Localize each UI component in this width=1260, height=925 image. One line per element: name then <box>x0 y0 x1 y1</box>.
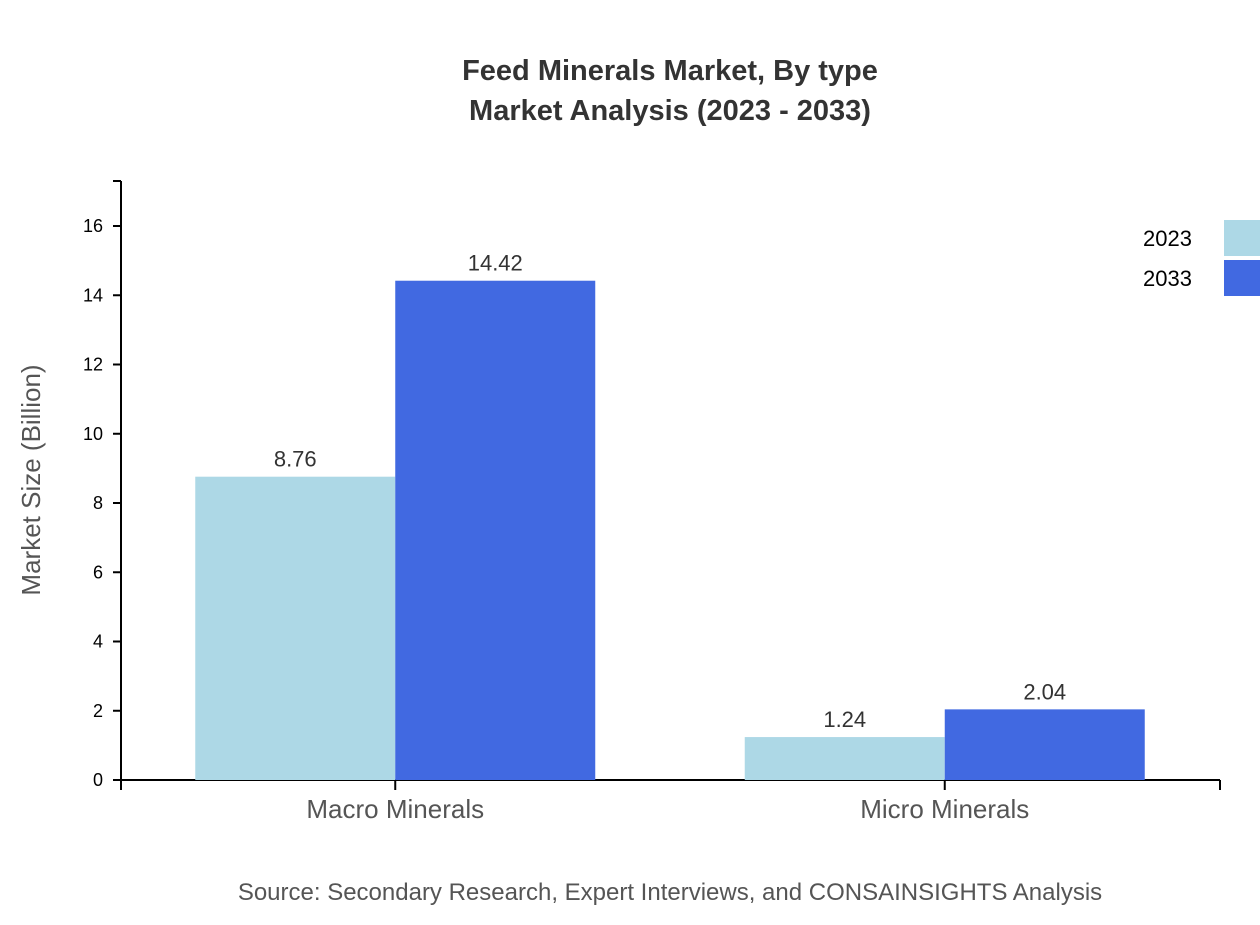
data-label: 2.04 <box>1023 679 1066 704</box>
x-tick-label: Macro Minerals <box>306 794 484 824</box>
y-tick-label: 6 <box>93 562 103 582</box>
bar-2033 <box>944 709 1145 780</box>
y-axis-label: Market Size (Billion) <box>16 364 46 595</box>
data-label: 1.24 <box>823 707 866 732</box>
y-tick-label: 2 <box>93 701 103 721</box>
y-tick-label: 16 <box>83 216 103 236</box>
legend-label: 2023 <box>1143 226 1192 251</box>
bar-2023 <box>195 476 396 780</box>
y-tick-label: 10 <box>83 424 103 444</box>
legend: 2023 2033 <box>1143 220 1260 296</box>
bar-2023 <box>744 737 945 780</box>
legend-swatch <box>1224 220 1260 256</box>
data-label: 14.42 <box>468 251 523 276</box>
bars: 8.76 14.42 1.24 2.04 <box>195 251 1145 780</box>
data-label: 8.76 <box>274 447 317 472</box>
legend-label: 2033 <box>1143 266 1192 291</box>
chart-title: Feed Minerals Market, By type <box>462 55 878 87</box>
y-tick-label: 12 <box>83 355 103 375</box>
bar-2033 <box>395 280 596 780</box>
y-tick-label: 0 <box>93 770 103 790</box>
y-tick-label: 14 <box>83 285 103 305</box>
y-tick-label: 8 <box>93 493 103 513</box>
x-tick-label: Micro Minerals <box>860 794 1029 824</box>
chart-subtitle: Market Analysis (2023 - 2033) <box>469 95 871 127</box>
legend-swatch <box>1224 260 1260 296</box>
source-note: Source: Secondary Research, Expert Inter… <box>238 879 1102 906</box>
y-tick-label: 4 <box>93 632 103 652</box>
